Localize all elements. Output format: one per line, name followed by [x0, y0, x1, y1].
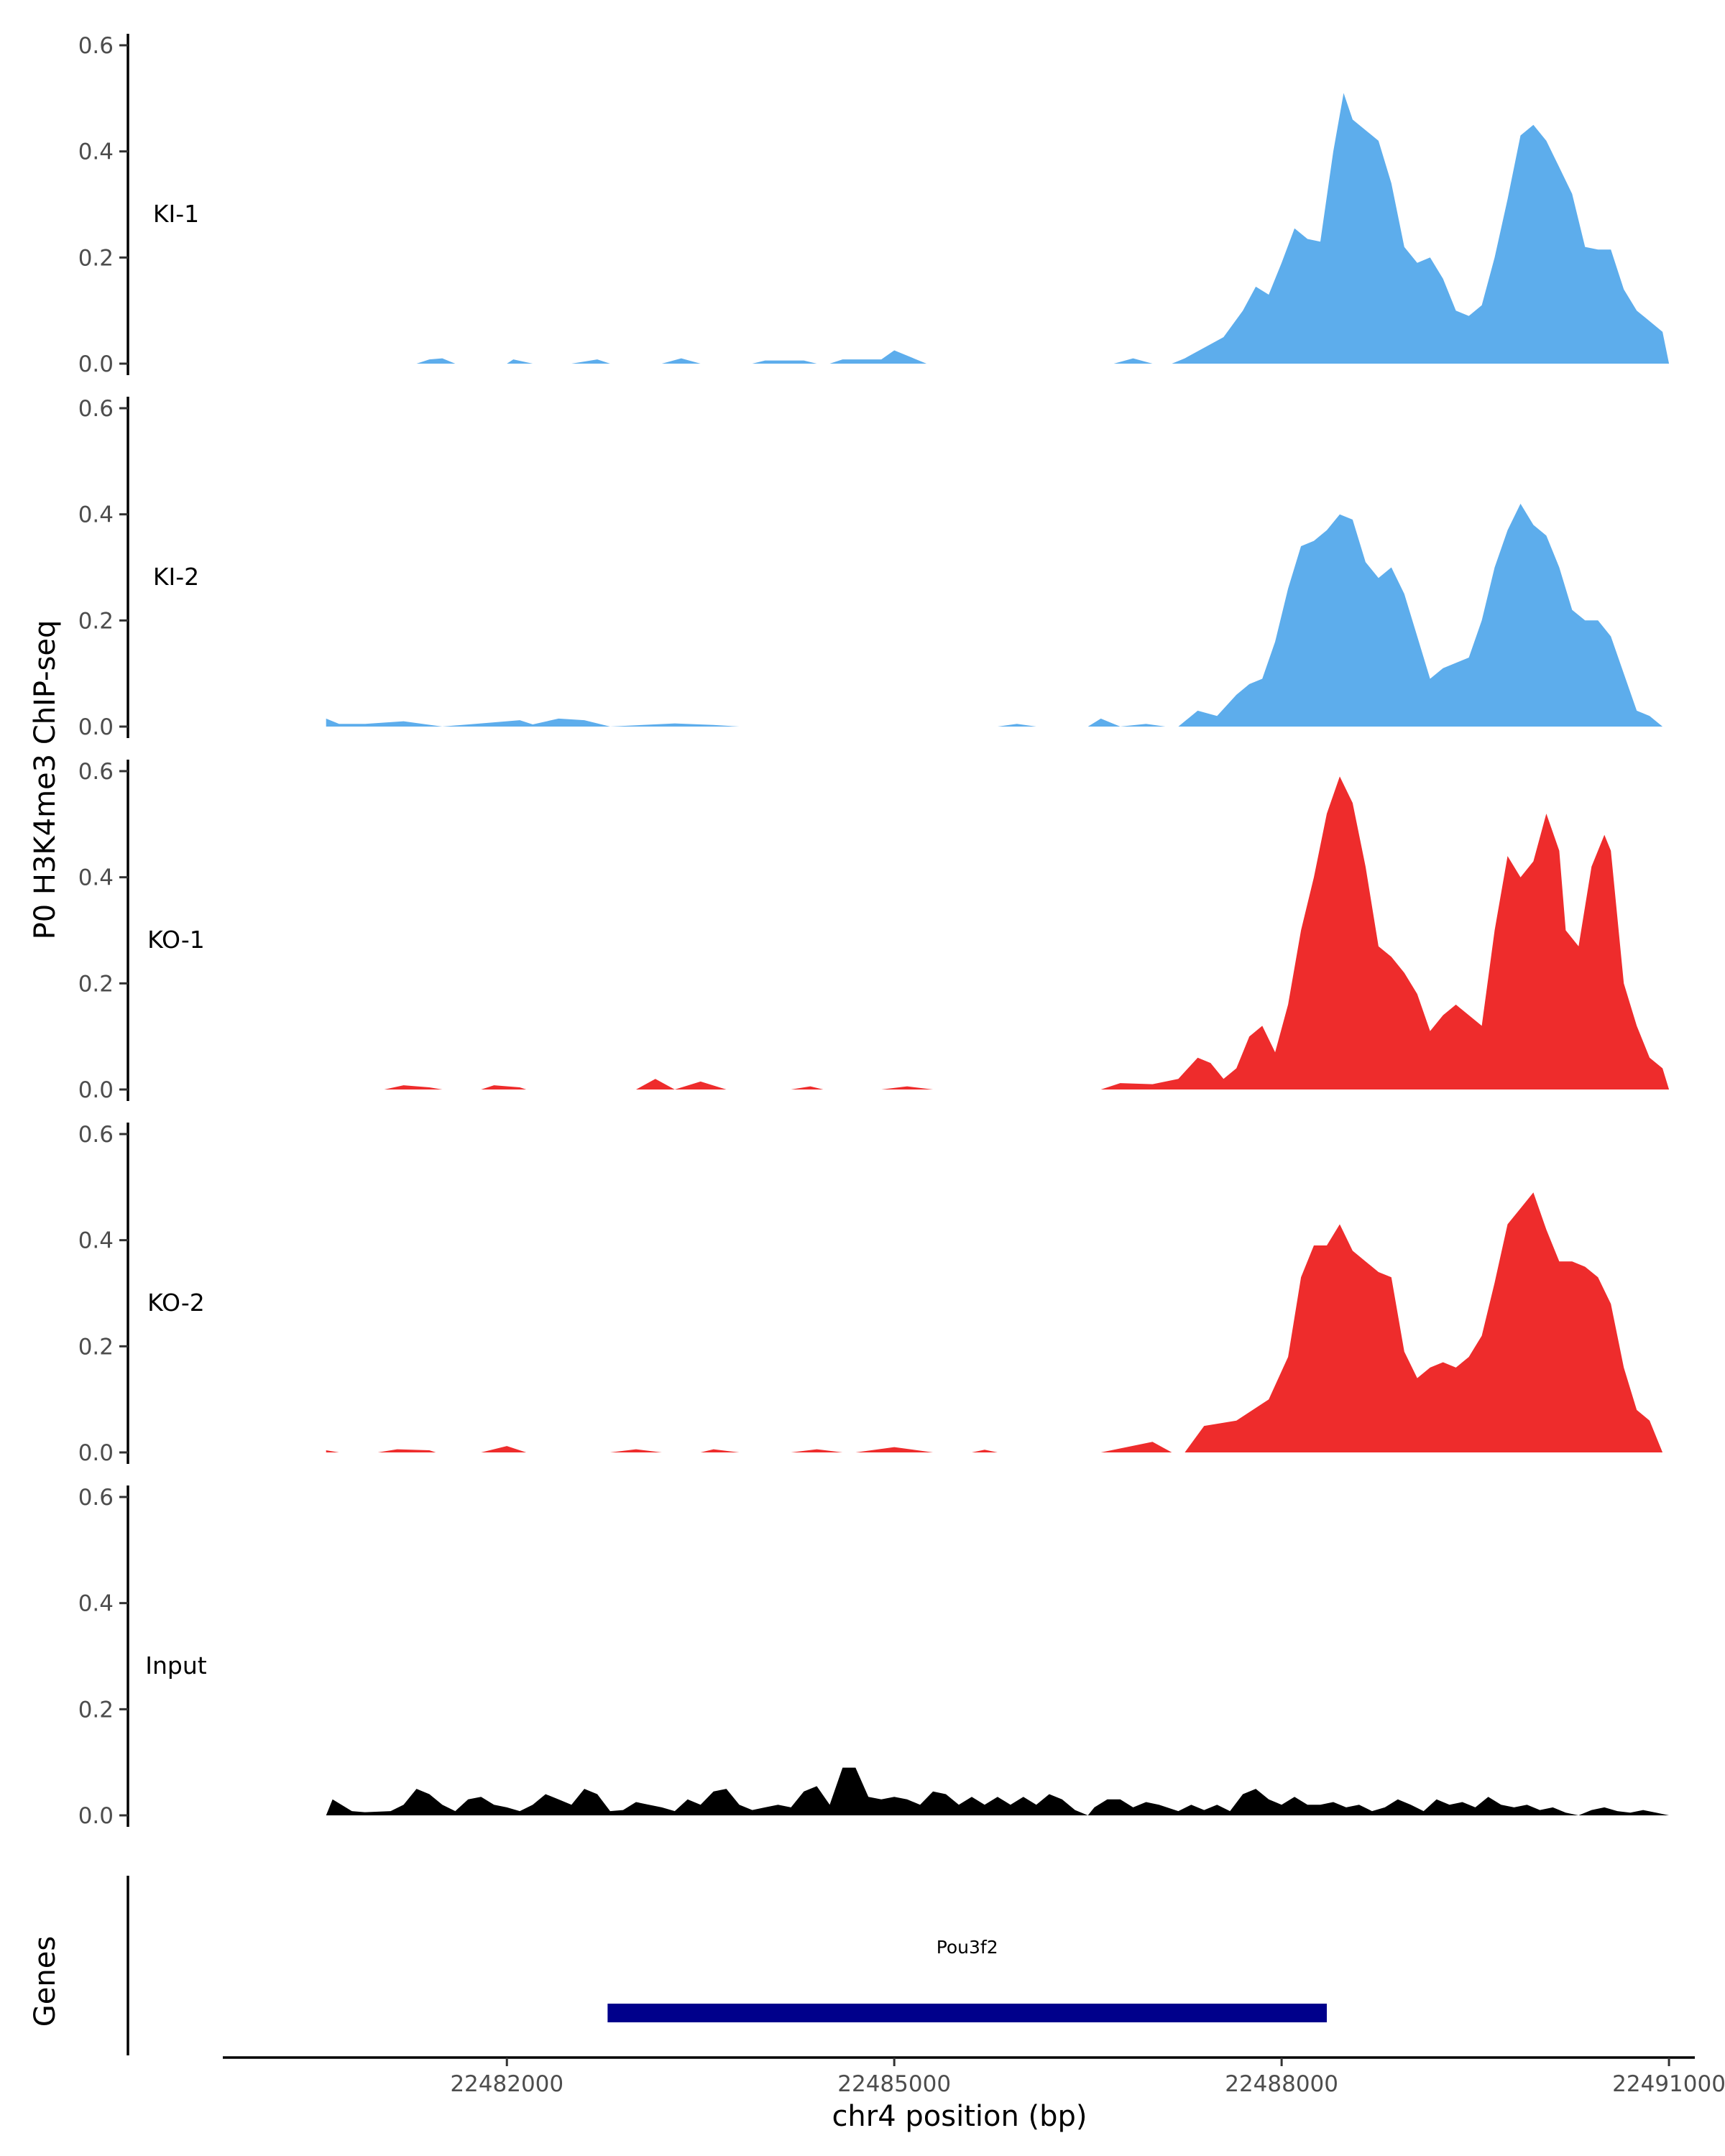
- y-tick-label: 0.6: [78, 33, 114, 59]
- x-tick-label: 22491000: [1612, 2071, 1725, 2097]
- signal-area: [326, 1192, 1663, 1452]
- track-panel-ki-2: 0.0 0.2 0.4 0.6 KI-2: [78, 396, 1663, 740]
- y-tick-label: 0.6: [78, 759, 114, 785]
- x-axis: 22482000 22485000 22488000 22491000: [223, 2056, 1725, 2097]
- track-panel-ki-1: 0.0 0.2 0.4 0.6 KI-1: [78, 33, 1670, 377]
- y-tick-label: 0.6: [78, 396, 114, 422]
- y-tick-label: 0.0: [78, 1440, 114, 1466]
- y-tick-label: 0.2: [78, 971, 114, 997]
- gene-bar: [607, 2004, 1327, 2022]
- signal-area: [416, 93, 1670, 364]
- track-panels: 0.00.20.40.6KI-10.00.20.40.6KI-20.00.20.…: [78, 33, 1670, 1829]
- x-tick-label: 22482000: [450, 2071, 564, 2097]
- y-tick-label: 0.0: [78, 1803, 114, 1829]
- y-axis-title: P0 H3K4me3 ChIP-seq: [29, 620, 62, 940]
- track-label: KO-1: [147, 926, 205, 954]
- genes-axis-title: Genes: [29, 1936, 62, 2027]
- track-label: KI-2: [153, 563, 199, 591]
- gene-label: Pou3f2: [937, 1937, 998, 1958]
- track-panel-input: 0.0 0.2 0.4 0.6 Input: [78, 1485, 1670, 1829]
- y-tick-label: 0.4: [78, 502, 114, 528]
- y-tick-label: 0.4: [78, 865, 114, 891]
- track-label: KI-1: [153, 200, 199, 228]
- y-tick-label: 0.4: [78, 1591, 114, 1617]
- y-tick-label: 0.2: [78, 608, 114, 634]
- track-label: Input: [145, 1651, 207, 1680]
- y-tick-label: 0.6: [78, 1485, 114, 1511]
- y-tick-label: 0.2: [78, 245, 114, 271]
- y-tick-label: 0.6: [78, 1122, 114, 1148]
- y-tick-label: 0.2: [78, 1334, 114, 1360]
- track-panel-ko-2: 0.0 0.2 0.4 0.6 KO-2: [78, 1122, 1663, 1466]
- track-panel-ko-1: 0.0 0.2 0.4 0.6 KO-1: [78, 759, 1670, 1103]
- genes-panel: Pou3f2: [126, 1876, 1327, 2055]
- y-tick-label: 0.4: [78, 139, 114, 165]
- y-tick-label: 0.0: [78, 1077, 114, 1103]
- signal-area: [384, 776, 1670, 1089]
- signal-area: [326, 503, 1663, 727]
- y-tick-label: 0.2: [78, 1697, 114, 1723]
- x-tick-label: 22488000: [1225, 2071, 1338, 2097]
- x-axis-title: chr4 position (bp): [832, 2100, 1087, 2133]
- y-tick-label: 0.4: [78, 1228, 114, 1254]
- y-tick-label: 0.0: [78, 351, 114, 377]
- y-tick-label: 0.0: [78, 714, 114, 740]
- track-label: KO-2: [147, 1289, 205, 1317]
- signal-area: [326, 1767, 1670, 1815]
- x-tick-label: 22485000: [837, 2071, 951, 2097]
